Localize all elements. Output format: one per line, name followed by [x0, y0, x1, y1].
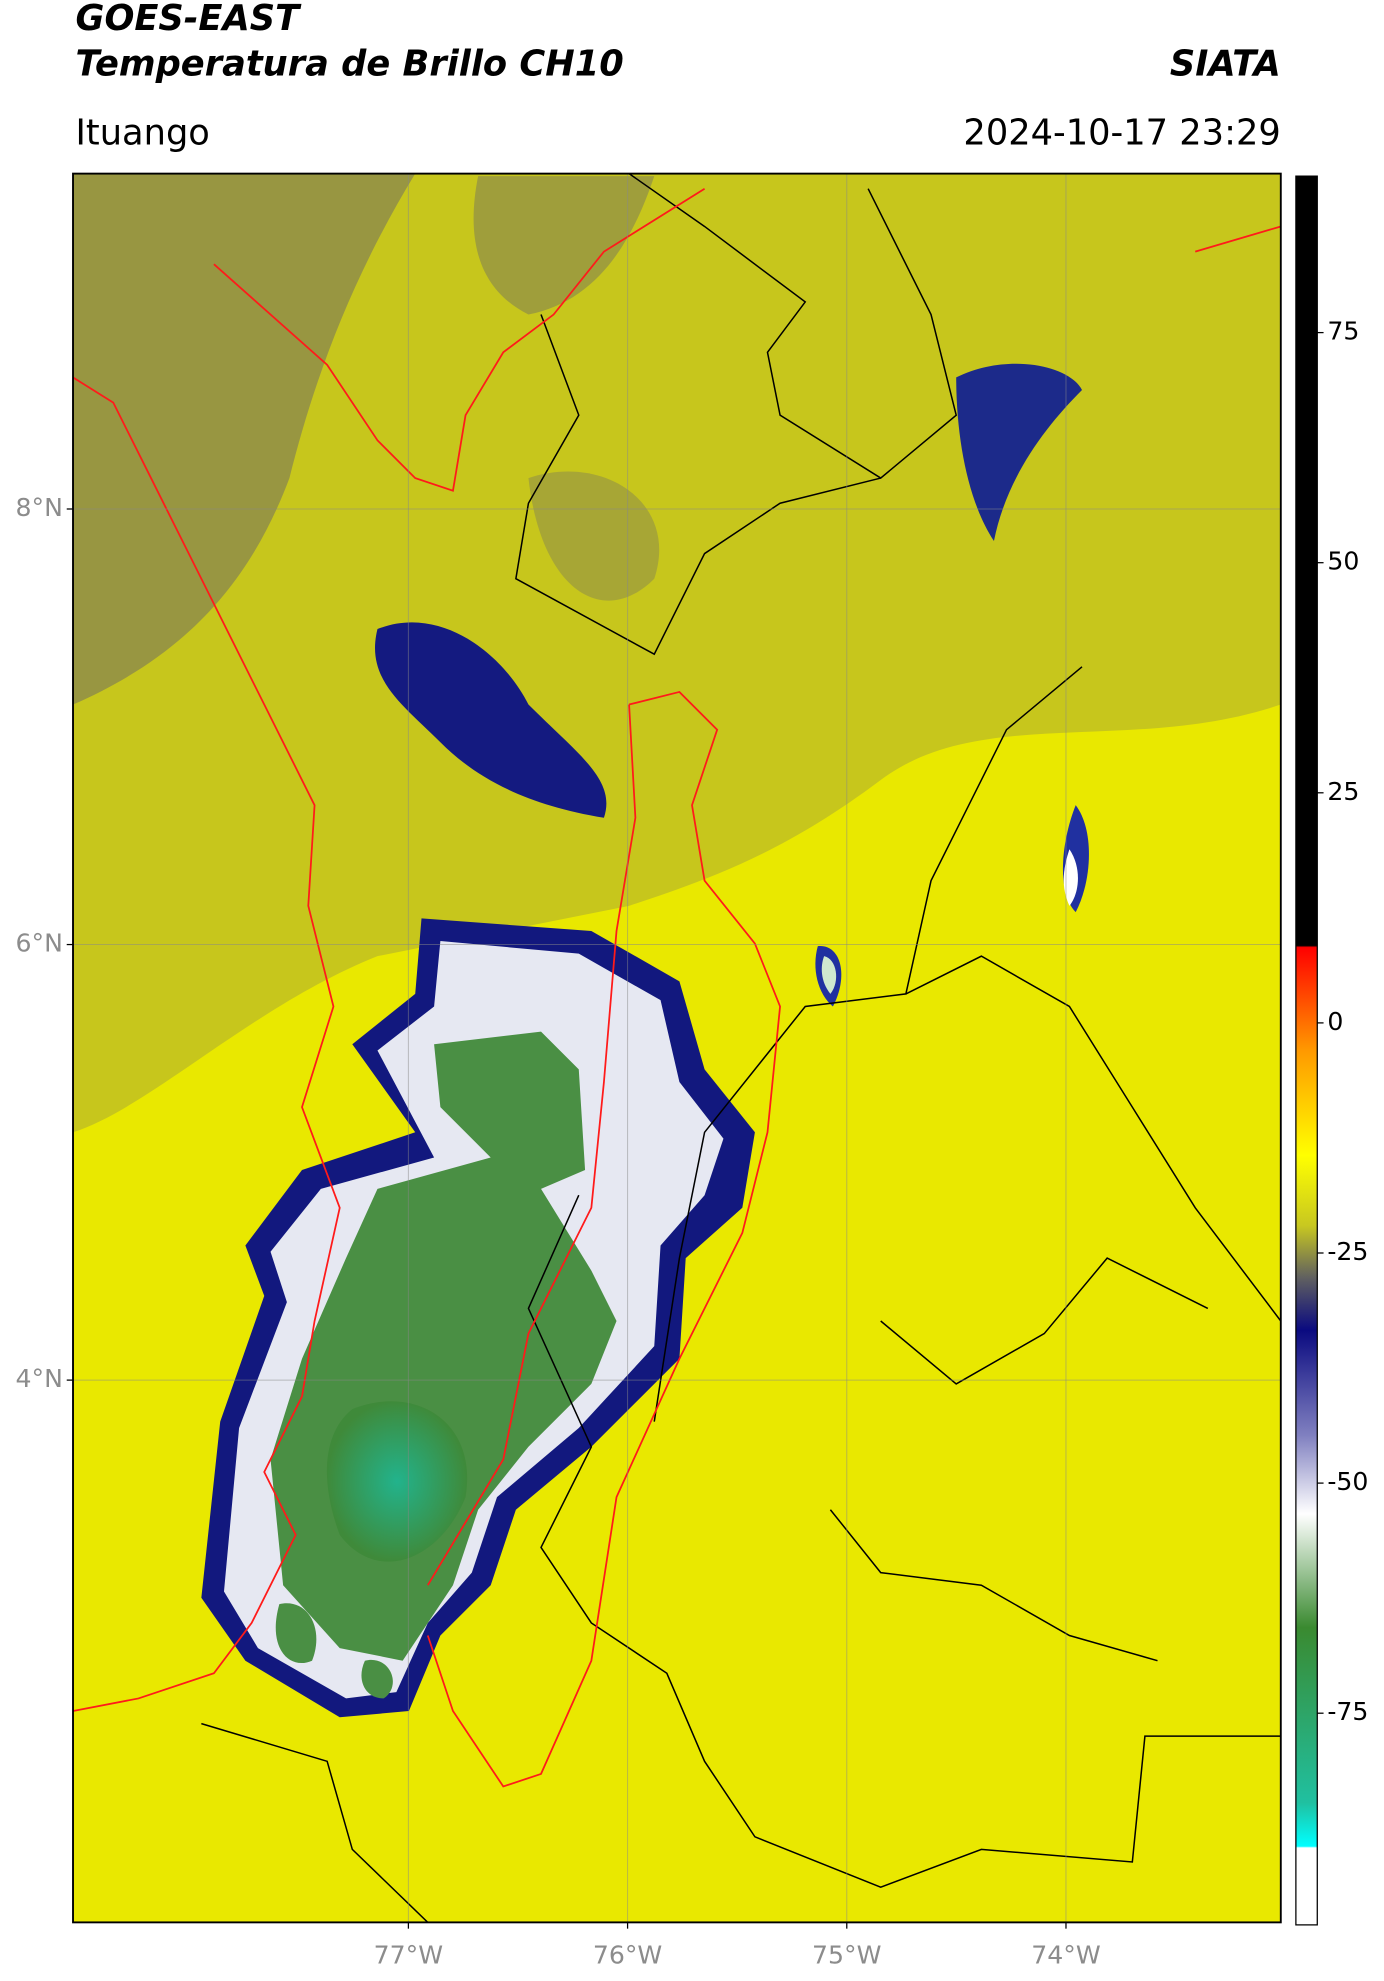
title-line2: Temperatura de Brillo CH10 [76, 43, 624, 84]
colorbar-tick-label: -50 [1327, 1467, 1368, 1496]
lon-tick-label: 76°W [593, 1940, 663, 1969]
graticule: 8°N 6°N 4°N 77°W 76°W 75°W 74°W [16, 173, 1281, 1969]
location: Ituango [76, 113, 210, 154]
colorbar [1295, 175, 1318, 1926]
colorbar-tick-label: 25 [1327, 777, 1359, 806]
lon-tick-label: 77°W [374, 1940, 444, 1969]
colorbar-tick-label: 0 [1327, 1007, 1343, 1036]
satellite-image [73, 173, 1281, 1923]
colorbar-tick-label: 50 [1327, 547, 1359, 576]
colorbar-ticks: 75 50 25 0 -25 -50 -75 [1317, 317, 1368, 1726]
lat-tick-label: 8°N [16, 493, 63, 522]
lat-tick-label: 6°N [16, 929, 63, 958]
lon-tick-label: 74°W [1031, 1940, 1101, 1969]
colorbar-tick-label: 75 [1327, 317, 1359, 346]
title-line1: GOES-EAST [76, 0, 303, 39]
datetime: 2024-10-17 23:29 [963, 113, 1280, 154]
lon-tick-label: 75°W [812, 1940, 882, 1969]
lat-tick-label: 4°N [16, 1364, 63, 1393]
colorbar-tick-label: -75 [1327, 1697, 1368, 1726]
colorbar-tick-label: -25 [1327, 1237, 1368, 1266]
brand: SIATA [1170, 43, 1281, 84]
map-frame [72, 172, 1282, 1924]
